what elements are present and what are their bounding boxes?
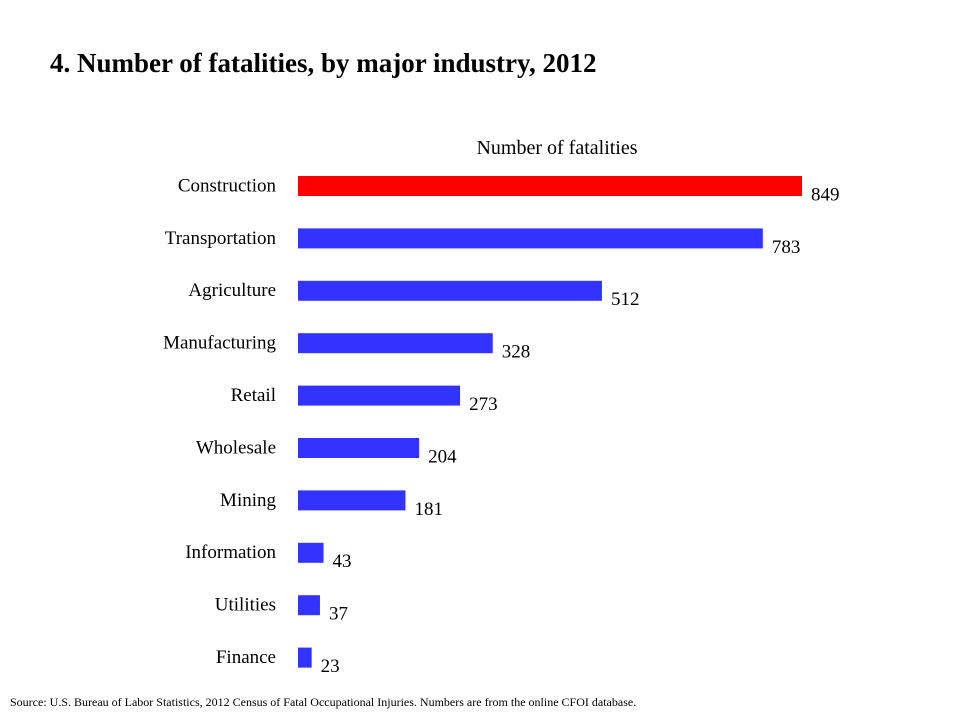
value-label-utilities: 37 bbox=[329, 604, 348, 625]
category-label-mining: Mining bbox=[220, 490, 276, 511]
value-label-manufacturing: 328 bbox=[502, 342, 530, 363]
source-note: Source: U.S. Bureau of Labor Statistics,… bbox=[10, 695, 637, 709]
value-label-wholesale: 204 bbox=[428, 446, 457, 467]
category-label-construction: Construction bbox=[178, 175, 277, 196]
bar-retail bbox=[298, 385, 461, 406]
chart-title: 4. Number of fatalities, by major indust… bbox=[50, 48, 597, 78]
bars-group: Construction 849 Transportation 783 Agricult… bbox=[163, 175, 839, 677]
bar-manufacturing bbox=[298, 333, 493, 354]
bar-finance bbox=[298, 647, 312, 668]
bar-information bbox=[298, 542, 324, 563]
bar-agriculture bbox=[298, 280, 602, 301]
bar-wholesale bbox=[298, 438, 420, 458]
category-label-retail: Retail bbox=[231, 385, 276, 406]
category-label-transportation: Transportation bbox=[165, 228, 277, 249]
bar-construction bbox=[298, 176, 802, 196]
category-label-finance: Finance bbox=[216, 647, 276, 668]
value-label-mining: 181 bbox=[414, 499, 443, 520]
bar-chart: Number of fatalities Construction 849 Tran… bbox=[163, 137, 839, 677]
value-label-transportation: 783 bbox=[772, 237, 801, 258]
value-label-agriculture: 512 bbox=[611, 289, 640, 310]
category-label-manufacturing: Manufacturing bbox=[163, 333, 276, 354]
category-label-agriculture: Agriculture bbox=[188, 280, 276, 301]
value-label-retail: 273 bbox=[469, 394, 498, 415]
bar-transportation bbox=[298, 228, 763, 249]
category-label-utilities: Utilities bbox=[215, 595, 276, 616]
x-axis-title: Number of fatalities bbox=[476, 137, 637, 159]
value-label-construction: 849 bbox=[811, 184, 840, 205]
value-label-information: 43 bbox=[333, 551, 352, 572]
value-label-finance: 23 bbox=[321, 656, 340, 677]
category-label-information: Information bbox=[185, 542, 276, 563]
category-label-wholesale: Wholesale bbox=[196, 437, 276, 458]
bar-mining bbox=[298, 490, 406, 511]
bar-utilities bbox=[298, 595, 320, 616]
